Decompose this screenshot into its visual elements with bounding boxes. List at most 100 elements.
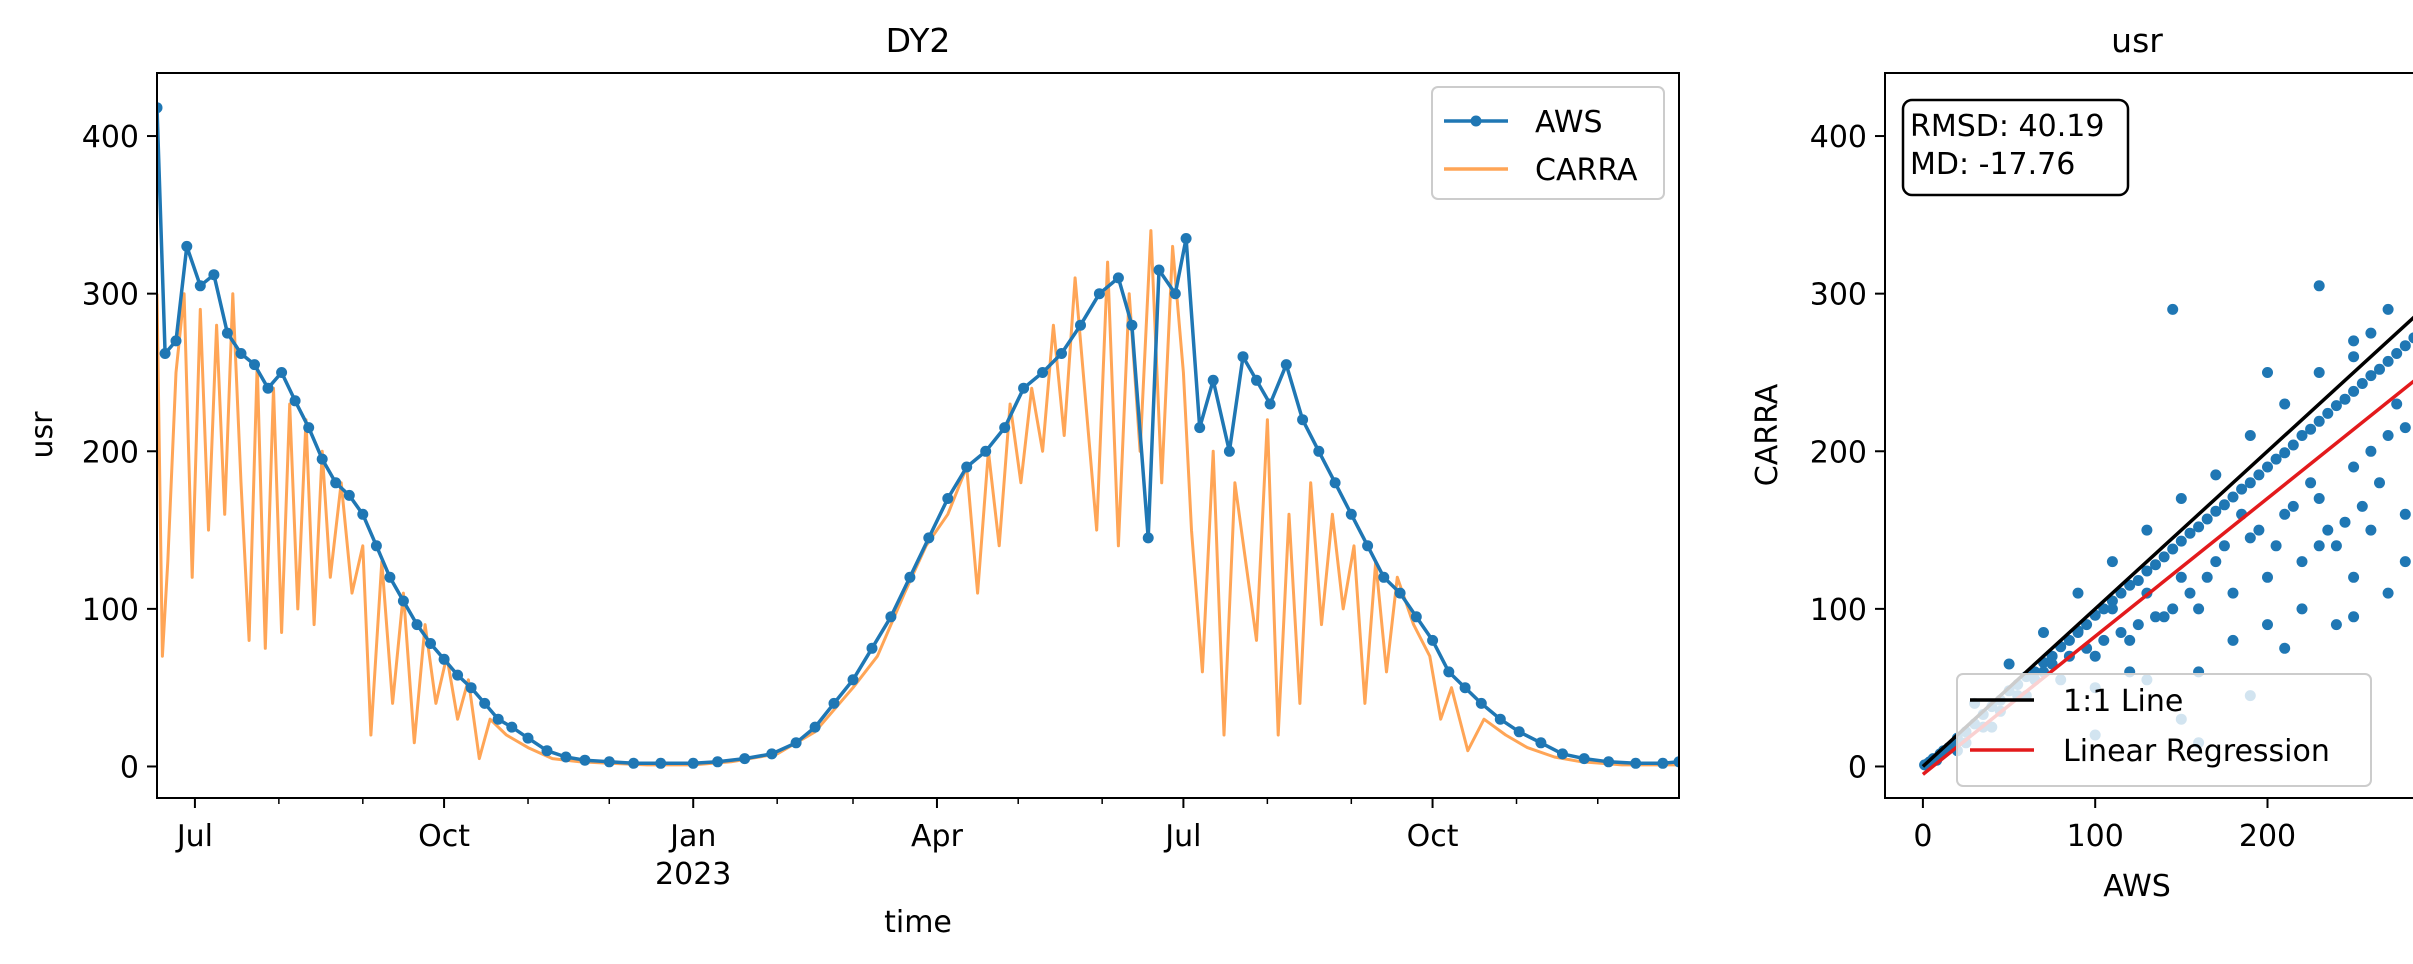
aws-point [628,757,640,769]
aws-point [904,571,916,583]
scatter-point [2201,571,2213,583]
scatter-point [2106,556,2118,568]
aws-point [1313,445,1325,457]
aws-point [1056,348,1067,359]
aws-point [1475,697,1487,709]
scatter-point [2150,611,2161,623]
scatter-point [2374,477,2385,489]
aws-point [249,359,260,371]
scatter-title: usr [2111,21,2163,60]
scatter-point [2253,524,2265,536]
aws-point [316,453,328,465]
scatter-point [2287,439,2299,451]
aws-point [980,445,992,457]
aws-point [330,477,342,489]
legend-aws-marker [1470,115,1482,127]
timeseries-y-ticks: 0 100 200 300 400 [82,120,157,785]
scatter-point [2244,532,2256,544]
scatter-point [2322,407,2334,419]
scatter-point [2330,400,2342,412]
legend-11-label: 1:1 Line [2063,684,2183,719]
aws-point [1180,233,1192,244]
scatter-point [2081,619,2093,631]
scatter-point [2167,303,2179,315]
one-to-one-line [1921,315,2413,768]
scatter-point [2236,483,2248,495]
scatter-point [2072,587,2084,599]
stats-md: MD: -17.76 [1910,147,2075,182]
scatter-point [2408,332,2413,344]
aws-point [961,461,973,473]
scatter-point [2244,477,2256,489]
aws-point [289,395,301,407]
scatter-point [2210,505,2222,517]
aws-point [181,240,193,252]
y-tick-label: 0 [120,750,139,785]
aws-point [885,611,897,623]
aws-point [221,327,233,339]
aws-point [1223,445,1235,457]
aws-point [1280,359,1292,371]
scatter-point [2262,571,2273,583]
scatter-point [2296,603,2308,615]
y-tick-label: 0 [1848,750,1867,785]
aws-point [1153,264,1165,276]
scatter-point [2399,508,2411,520]
scatter-point [2374,363,2385,375]
aws-point [303,422,315,434]
scatter-point [2391,348,2403,359]
scatter-chart: usr 0 100 200 300 400 0 100 200 300 400 AWS CARR… [1750,21,2413,904]
scatter-point [2356,378,2368,389]
aws-point [1237,351,1249,363]
aws-point [397,595,409,607]
aws-point [1037,367,1049,378]
aws-point [1018,382,1030,394]
aws-point [1673,756,1679,768]
aws-point [1169,288,1181,300]
scatter-point [2175,571,2187,583]
aws-point [1630,757,1642,769]
stats-annotation: RMSD: 40.19 MD: -17.76 [1901,98,2130,197]
timeseries-x-label: time [884,905,952,940]
scatter-point [2218,540,2230,552]
scatter-point [2313,540,2325,552]
aws-point [384,571,396,583]
aws-point [712,756,724,768]
scatter-point [2399,340,2411,352]
aws-point [1394,587,1406,599]
aws-point [194,280,206,292]
aws-point [687,757,699,769]
aws-point [1378,571,1390,583]
aws-point [1093,288,1105,300]
x-tick-label: Oct [1407,819,1459,854]
timeseries-legend: AWS CARRA [1431,86,1665,200]
x-tick-label: 0 [1913,819,1932,854]
scatter-point [2262,367,2273,378]
scatter-point [2365,327,2377,339]
legend-regression-label: Linear Regression [2063,734,2330,769]
scatter-point [2399,556,2411,568]
x-tick-label: Jul [1163,819,1201,854]
aws-point [357,508,369,520]
aws-point [506,721,518,733]
scatter-point [2184,587,2196,599]
aws-point [1443,666,1455,678]
scatter-point [2348,351,2360,363]
scatter-point [2218,499,2230,511]
scatter-point [2348,611,2360,623]
scatter-point [2175,493,2187,504]
scatter-point [2313,415,2325,427]
scatter-point [2244,430,2256,441]
stats-rmsd: RMSD: 40.19 [1910,109,2104,144]
scatter-legend: 1:1 Line Linear Regression [1956,673,2372,787]
scatter-point [2115,627,2127,638]
scatter-point [2141,565,2153,577]
aws-point [866,642,878,654]
scatter-point [2348,571,2360,583]
x-tick-label: Jan [668,819,716,854]
scatter-point [2150,559,2161,571]
scatter-point [2193,603,2205,615]
